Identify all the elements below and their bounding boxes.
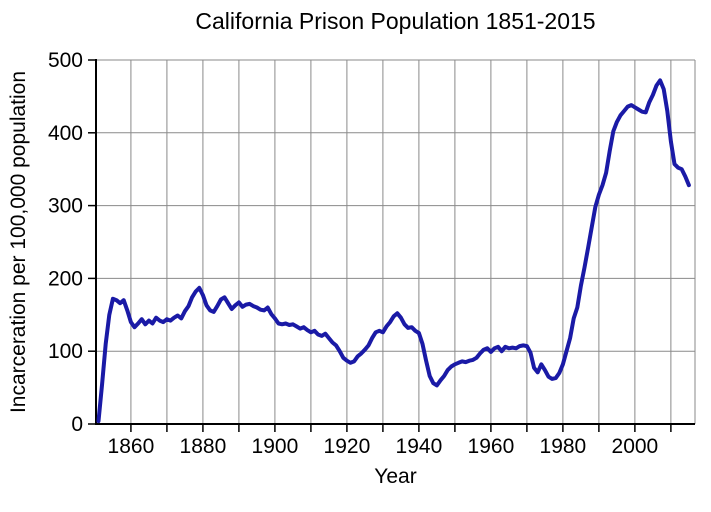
x-tick-label: 1880 — [180, 435, 227, 458]
x-tick-label: 1860 — [108, 435, 155, 458]
x-tick-label: 1960 — [468, 435, 515, 458]
x-tick-label: 2000 — [612, 435, 659, 458]
data-line — [96, 78, 691, 424]
x-tick-label: 1900 — [252, 435, 299, 458]
y-tick-label: 500 — [48, 49, 83, 72]
y-tick-label: 300 — [48, 195, 83, 218]
x-tick-label: 1980 — [540, 435, 587, 458]
y-tick-label: 100 — [48, 340, 83, 363]
y-tick-label: 400 — [48, 122, 83, 145]
x-axis-label: Year — [374, 465, 417, 488]
y-tick-label: 200 — [48, 267, 83, 290]
y-tick-label: 0 — [71, 413, 83, 436]
x-tick-label: 1940 — [396, 435, 443, 458]
x-tick-label: 1920 — [324, 435, 371, 458]
chart-title: California Prison Population 1851-2015 — [195, 8, 596, 34]
